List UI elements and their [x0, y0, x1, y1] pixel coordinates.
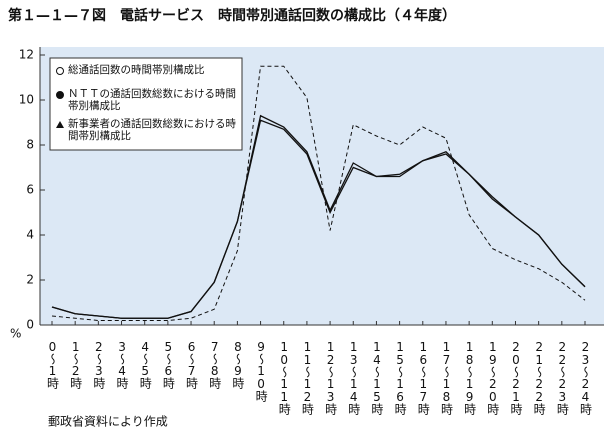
series-line — [51, 65, 586, 321]
y-tick-label: 4 — [26, 228, 34, 242]
x-tick-label: 12〜13時 — [324, 340, 338, 415]
y-tick-label: 0 — [26, 318, 34, 332]
x-tick-label: 23〜24時 — [579, 340, 593, 415]
y-tick-label: 12 — [19, 48, 34, 62]
legend-label: ＮＴＴの通話回数総数における時間帯別構成比 — [68, 88, 236, 112]
x-tick-label: 9〜10時 — [254, 340, 268, 402]
x-tick-label: 0〜1時 — [46, 340, 60, 389]
marker — [56, 91, 64, 99]
x-tick-label: 22〜23時 — [555, 340, 569, 415]
x-tick-label: 13〜14時 — [347, 340, 361, 415]
marker — [56, 121, 64, 128]
legend-item: 新事業者の通話回数総数における時間帯別構成比 — [68, 118, 236, 142]
y-tick-label: 6 — [26, 183, 34, 197]
x-tick-label: 8〜9時 — [231, 340, 245, 389]
y-tick-label: 2 — [26, 273, 34, 287]
x-tick-label: 3〜4時 — [115, 340, 129, 389]
x-tick-label: 2〜3時 — [92, 340, 106, 389]
legend-label: 新事業者の通話回数総数における時間帯別構成比 — [68, 118, 236, 142]
chart-title: 第１—１—７図 電話サービス 時間帯別通話回数の構成比（４年度） — [8, 7, 456, 24]
series-line — [51, 119, 586, 319]
x-tick-label: 21〜22時 — [532, 340, 546, 415]
marker — [56, 67, 64, 75]
x-tick-label: 4〜5時 — [138, 340, 152, 389]
x-tick-label: 20〜21時 — [509, 340, 523, 415]
x-tick-label: 11〜12時 — [300, 340, 314, 415]
x-tick-label: 17〜18時 — [439, 340, 453, 415]
x-tick-label: 16〜17時 — [416, 340, 430, 415]
x-tick-label: 18〜19時 — [463, 340, 477, 415]
x-tick-label: 5〜6時 — [161, 340, 175, 389]
legend-item: ＮＴＴの通話回数総数における時間帯別構成比 — [68, 88, 236, 112]
legend-label: 総通話回数の時間帯別構成比 — [68, 64, 205, 76]
legend-box — [49, 57, 243, 151]
y-unit: % — [10, 327, 21, 341]
x-tick-label: 14〜15時 — [370, 340, 384, 415]
x-tick-label: 6〜7時 — [185, 340, 199, 389]
source: 郵政省資料により作成 — [48, 415, 168, 429]
y-tick-label: 8 — [26, 138, 34, 152]
x-tick-label: 19〜20時 — [486, 340, 500, 415]
x-tick-label: 10〜11時 — [277, 340, 291, 415]
x-tick-label: 1〜2時 — [69, 340, 83, 389]
legend-item: 総通話回数の時間帯別構成比 — [68, 64, 205, 76]
x-tick-label: 7〜8時 — [208, 340, 222, 389]
x-tick-label: 15〜16時 — [393, 340, 407, 415]
y-tick-label: 10 — [19, 93, 34, 107]
